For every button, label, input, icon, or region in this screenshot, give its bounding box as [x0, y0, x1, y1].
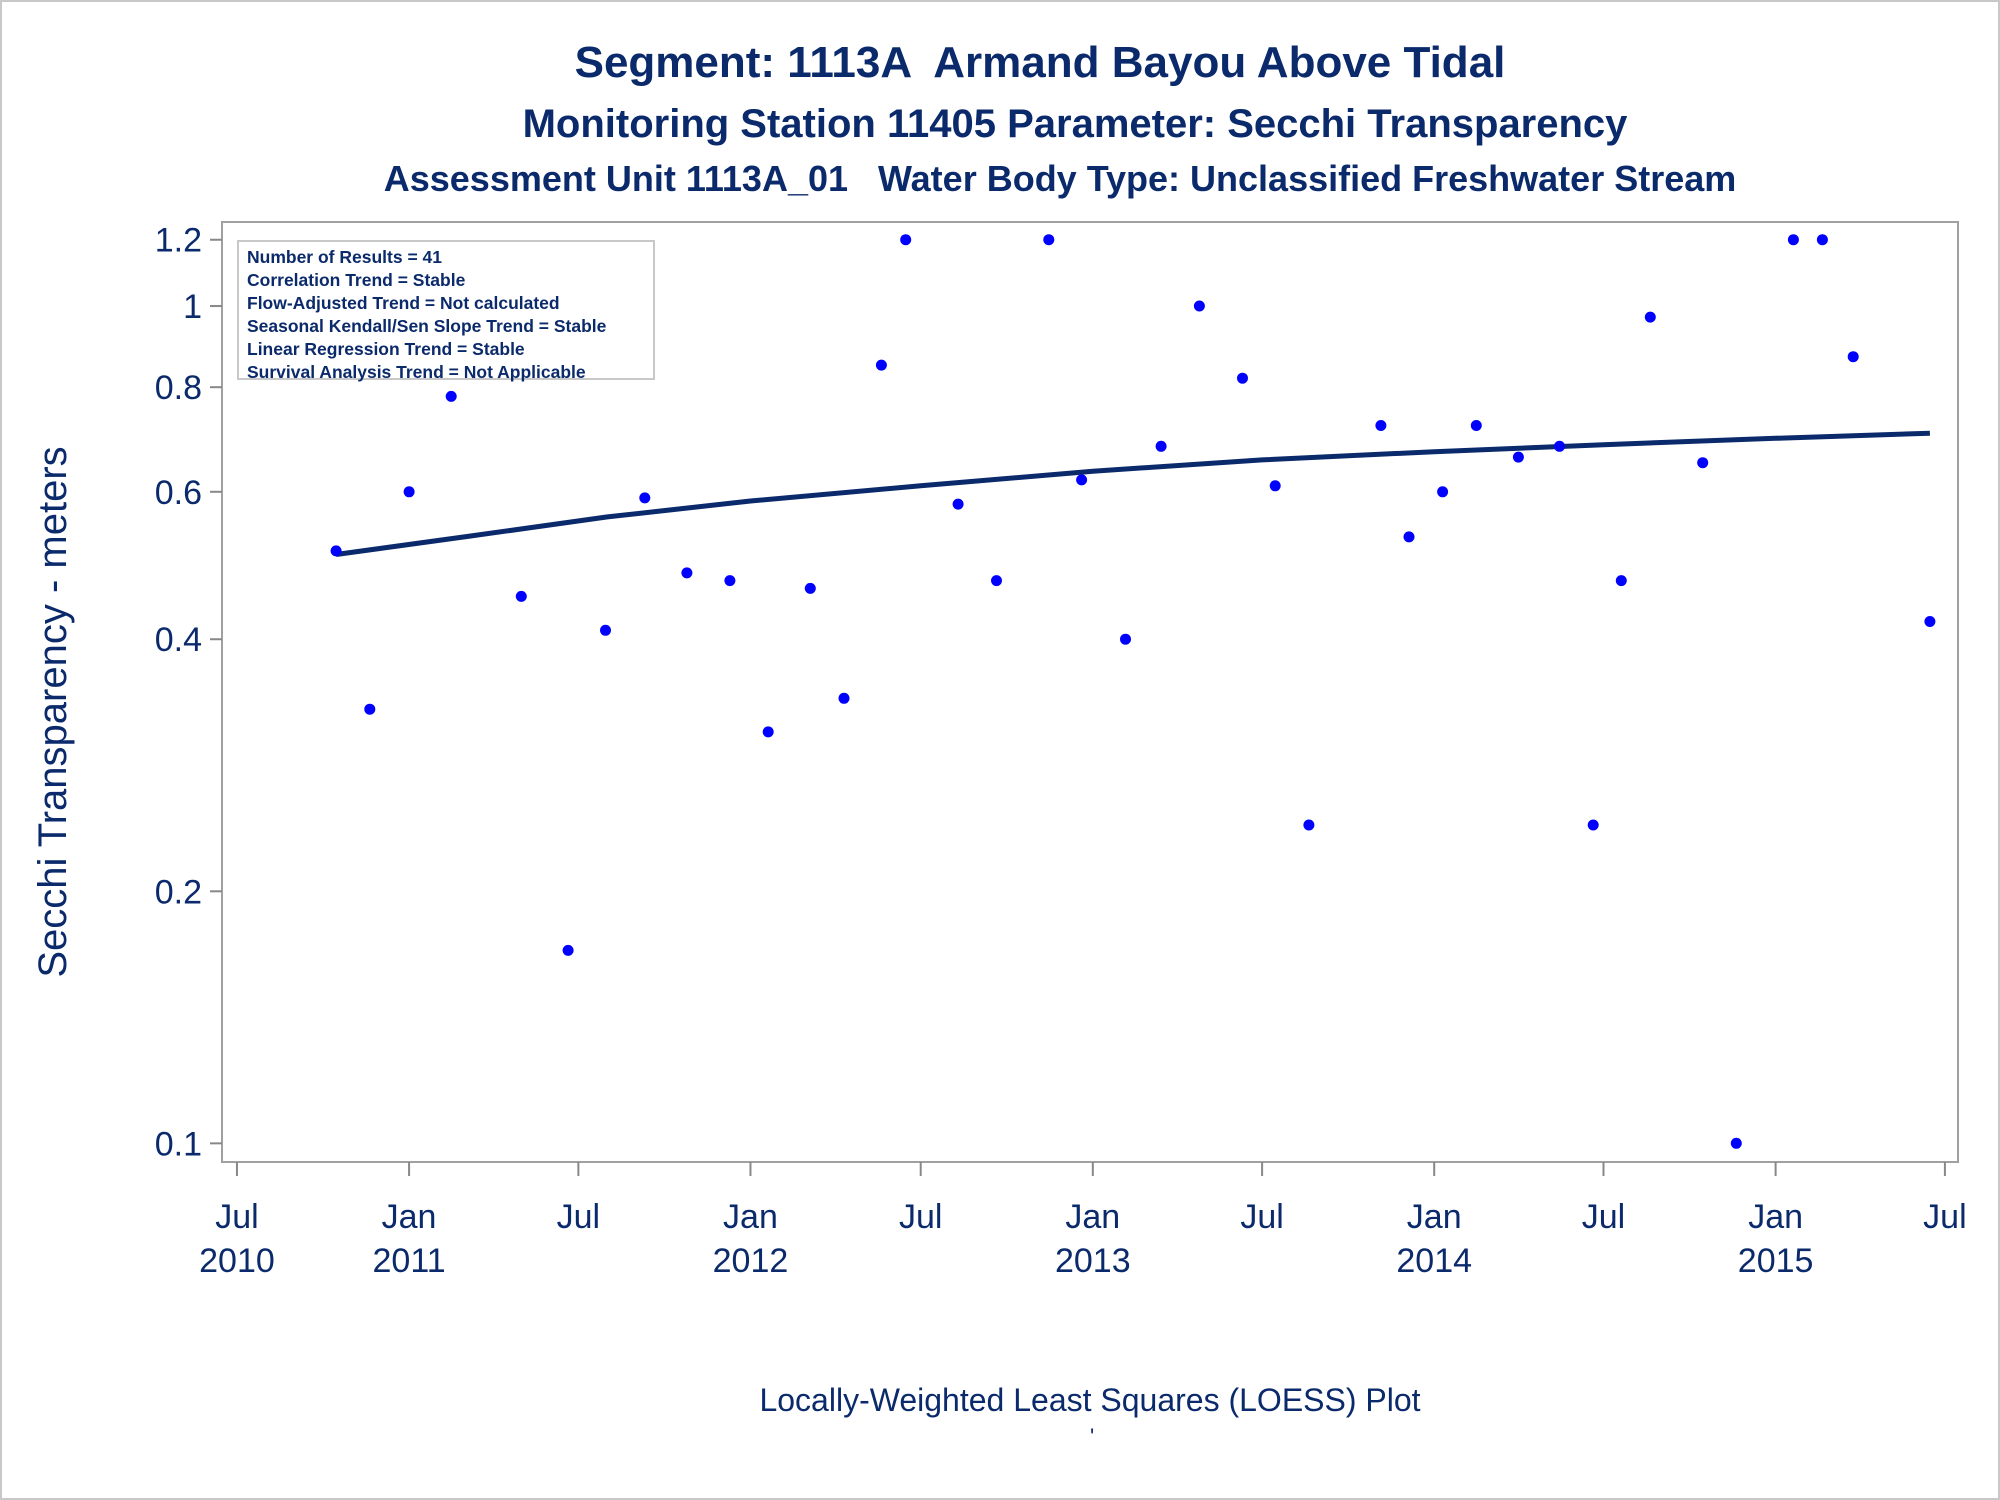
chart-subtitle-station: Monitoring Station 11405 Parameter: Secc…: [522, 102, 1628, 146]
x-tick-label-month: Jul: [215, 1198, 258, 1236]
data-point: [1847, 351, 1859, 363]
x-tick-label-month: Jul: [1582, 1198, 1625, 1236]
data-point: [681, 567, 693, 579]
data-point: [403, 486, 415, 498]
y-tick-label: 1.2: [155, 222, 202, 260]
loess-line-series: [335, 430, 1930, 557]
data-point: [1554, 440, 1565, 452]
data-point: [1043, 234, 1055, 246]
x-tick-label-year: 2013: [1055, 1242, 1131, 1280]
x-tick-label-month: Jan: [1407, 1198, 1462, 1236]
data-point: [1816, 234, 1828, 246]
data-point: [1237, 372, 1248, 384]
data-point: [330, 545, 342, 557]
x-tick-label-month: Jan: [382, 1198, 437, 1236]
plot-area: [221, 221, 1959, 1163]
y-tick-label: 0.6: [155, 474, 202, 512]
x-tick-label-year: 2012: [713, 1242, 789, 1280]
data-point: [600, 624, 611, 636]
stat-linear-regression-trend: Linear Regression Trend = Stable: [247, 339, 525, 359]
stat-flow-adjusted-trend: Flow-Adjusted Trend = Not calculated: [247, 293, 560, 313]
data-point: [1120, 633, 1131, 645]
data-point: [445, 390, 457, 402]
x-tick-label-year: 2015: [1738, 1242, 1814, 1280]
data-point: [1697, 457, 1709, 469]
data-point: [639, 492, 651, 504]
data-point: [804, 582, 816, 594]
footnote-mark: ': [1090, 1424, 1095, 1449]
x-axis: Jul 2010 Jan 2011 Jul Jan 2012 Jul Jan 2013 Jul Jan…: [199, 1162, 1967, 1280]
scatter-series: [330, 234, 1936, 1149]
x-tick-label-month: Jan: [1748, 1198, 1803, 1236]
y-tick-label: 0.2: [155, 873, 202, 911]
y-tick-label: 0.4: [155, 621, 202, 659]
data-point: [1730, 1137, 1742, 1149]
footnote: Locally-Weighted Least Squares (LOESS) P…: [759, 1382, 1421, 1418]
data-point: [875, 359, 887, 371]
stat-number-of-results: Number of Results = 41: [247, 247, 442, 267]
y-tick-label: 0.1: [155, 1125, 202, 1163]
loess-line: [335, 430, 1930, 557]
stat-seasonal-kendall-trend: Seasonal Kendall/Sen Slope Trend = Stabl…: [247, 316, 607, 336]
data-point: [991, 575, 1002, 587]
data-point: [952, 498, 964, 510]
data-point: [900, 234, 912, 246]
chart-title: Segment: 1113A Armand Bayou Above Tidal: [574, 38, 1506, 87]
data-point: [1437, 486, 1449, 498]
y-axis-title: Secchi Transparency - meters: [31, 446, 75, 977]
data-point: [364, 703, 376, 715]
data-point: [1269, 480, 1281, 492]
data-point: [1787, 234, 1799, 246]
y-axis: 0.1 0.2 0.4 0.6 0.8 1 1.2: [155, 222, 222, 1163]
x-tick-label-month: Jul: [1240, 1198, 1283, 1236]
data-point: [1924, 616, 1936, 627]
data-point: [1155, 440, 1167, 452]
data-point: [838, 692, 850, 704]
data-point: [1615, 575, 1627, 587]
data-point: [1403, 531, 1415, 543]
x-tick-label-month: Jul: [1923, 1198, 1966, 1236]
x-tick-label-month: Jul: [557, 1198, 600, 1236]
data-point: [1512, 451, 1524, 463]
data-point: [1644, 311, 1656, 323]
x-tick-label-year: 2014: [1396, 1242, 1472, 1280]
x-tick-label-year: 2010: [199, 1242, 275, 1280]
data-point: [762, 726, 774, 738]
data-point: [1587, 819, 1599, 831]
y-tick-label: 0.8: [155, 369, 202, 407]
stat-survival-analysis-trend: Survival Analysis Trend = Not Applicable: [247, 362, 586, 382]
x-tick-label-year: 2011: [373, 1242, 446, 1280]
chart-subtitle-assessment: Assessment Unit 1113A_01 Water Body Type…: [383, 158, 1737, 199]
data-point: [1470, 420, 1482, 431]
x-tick-label-month: Jan: [1065, 1198, 1120, 1236]
data-point: [724, 575, 736, 587]
data-point: [562, 944, 574, 956]
data-point: [1375, 420, 1387, 431]
stat-correlation-trend: Correlation Trend = Stable: [247, 270, 466, 290]
x-tick-label-month: Jan: [723, 1198, 778, 1236]
data-point: [1303, 819, 1315, 831]
data-point: [1193, 300, 1205, 312]
x-tick-label-month: Jul: [899, 1198, 942, 1236]
data-point: [515, 590, 527, 602]
data-point: [1076, 474, 1088, 486]
stats-legend-box: Number of Results = 41 Correlation Trend…: [237, 240, 655, 382]
y-tick-label: 1: [183, 288, 202, 326]
